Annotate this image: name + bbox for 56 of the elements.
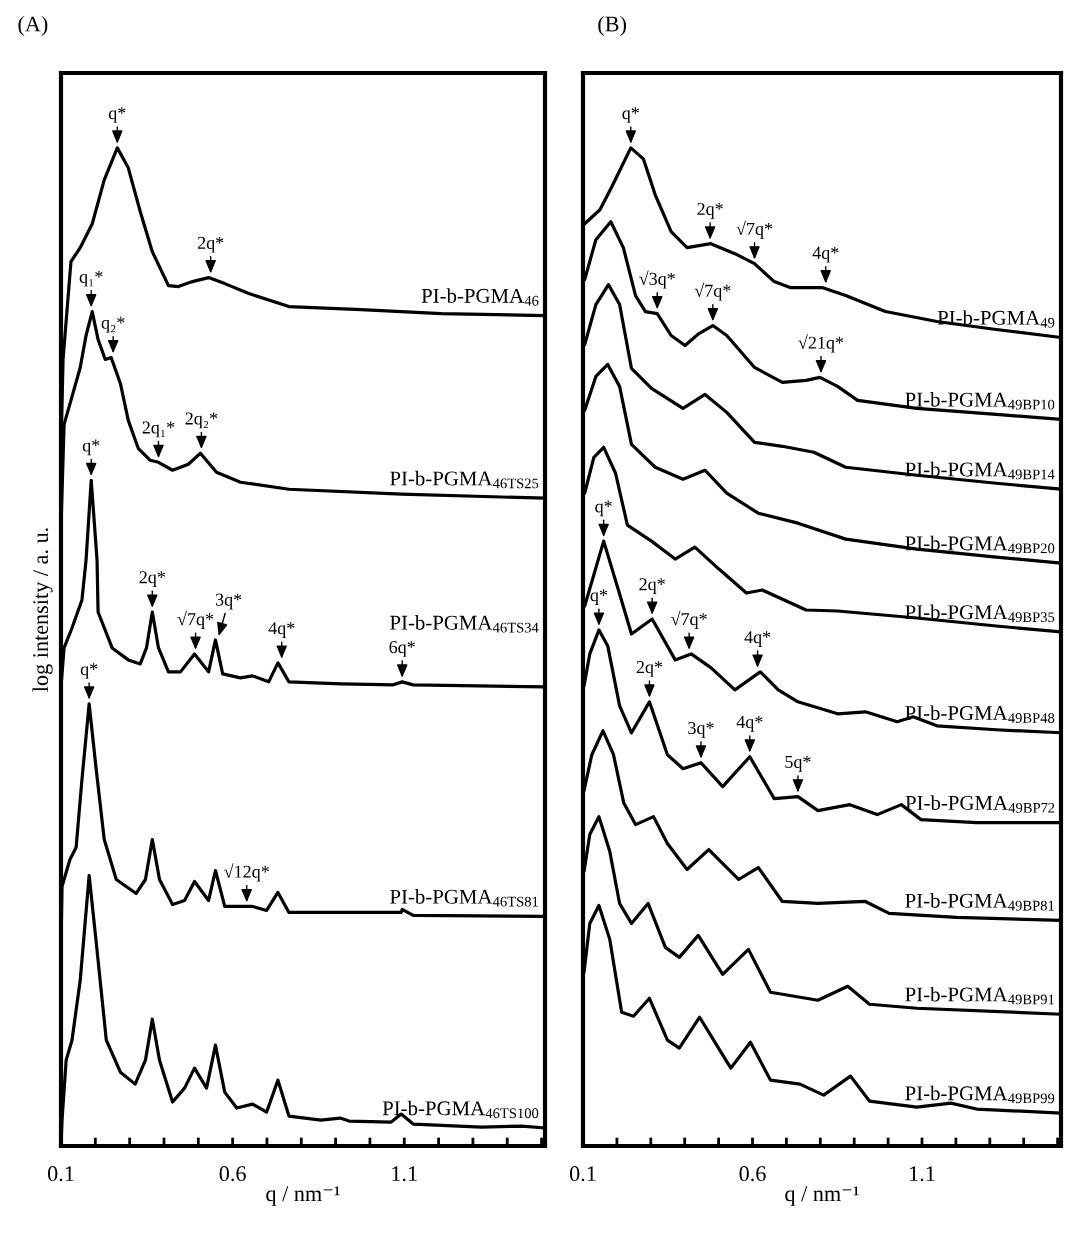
series-label: PI-b-PGMA$_{49}$: [937, 310, 1055, 328]
x-axis-title: q / nm⁻¹: [785, 1186, 859, 1206]
series-label: PI-b-PGMA$_{49BP91}$: [905, 986, 1054, 1005]
annotation: q*: [108, 107, 126, 123]
annotation: q*: [590, 589, 608, 605]
annotation: 2q₂*: [185, 412, 218, 429]
annotation: q*: [595, 500, 612, 517]
series-label: PI-b-PGMA$_{49BP10}$: [905, 392, 1055, 410]
x-tick-label: 0.6: [739, 1166, 766, 1182]
annotation: 4q*: [812, 246, 839, 263]
text: PI-b-PGMA$_{46TS34}$: [390, 615, 539, 633]
annotation: √7q*: [671, 610, 707, 629]
series-label: PI-b-PGMA$_{46TS100}$: [382, 1100, 539, 1119]
x-tick-label: 0.1: [47, 1166, 74, 1182]
annotation: √21q*: [798, 334, 844, 353]
y-axis-title: log intensity / a. u.: [32, 528, 53, 692]
annotation: √7q*: [177, 610, 214, 629]
x-tick-label: 1.1: [910, 1166, 935, 1182]
annotation: 4q*: [744, 631, 771, 647]
annotation: √12q*: [224, 863, 269, 882]
chart-title: (A): [18, 15, 48, 37]
annotation: 6q*: [389, 641, 415, 657]
annotation: 2q*: [139, 571, 165, 587]
annotation: q*: [82, 439, 100, 456]
annotation: √7q*: [736, 220, 773, 239]
chart-title: (B): [598, 15, 626, 37]
annotation: √7q*: [694, 282, 731, 301]
annotation: 4q*: [268, 622, 295, 638]
x-axis-title: q / nm⁻¹: [266, 1186, 340, 1206]
annotation: 2q*: [639, 578, 665, 594]
series-label: PI-b-PGMA$_{49BP48}$: [905, 705, 1055, 723]
series-label: PI-b-PGMA$_{49BP14}$: [905, 461, 1055, 480]
annotation: 2q*: [636, 661, 663, 677]
annotation: q*: [80, 663, 98, 679]
annotation: 2q₁*: [142, 421, 175, 438]
annotation: 2q*: [697, 202, 723, 219]
series-label: PI-b-PGMA$_{49BP35}$: [905, 604, 1055, 623]
series-label: PI-b-PGMA$_{46TS81}$: [390, 889, 538, 907]
series-label: PI-b-PGMA$_{46}$: [421, 288, 539, 306]
series-label: PI-b-PGMA$_{49BP20}$: [905, 535, 1055, 554]
series-label: PI-b-PGMA$_{49BP99}$: [905, 1085, 1055, 1104]
x-tick-label: 0.1: [569, 1166, 596, 1182]
x-tick-label: 1.1: [392, 1166, 417, 1182]
annotation: 4q*: [736, 715, 763, 732]
annotation: 5q*: [785, 755, 811, 772]
annotation: 3q*: [215, 593, 242, 610]
annotation: √3q*: [639, 270, 675, 289]
series-label: PI-b-PGMA$_{46TS25}$: [390, 470, 539, 489]
annotation: 2q*: [197, 236, 224, 253]
series-label: PI-b-PGMA$_{49BP81}$: [905, 893, 1054, 911]
x-tick-label: 0.6: [219, 1166, 246, 1182]
annotation: 3q*: [688, 721, 714, 738]
annotation: q*: [622, 107, 639, 123]
annotation: q₂*: [101, 316, 125, 333]
annotation: q₁*: [79, 270, 103, 287]
series-label: PI-b-PGMA$_{49BP72}$: [905, 795, 1055, 813]
